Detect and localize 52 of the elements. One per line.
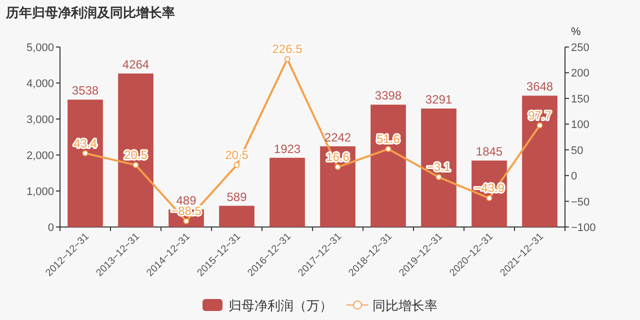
y2-axis-title: % [571,26,581,38]
bar [270,158,305,227]
point [486,195,492,202]
data-label: 489 [176,193,197,208]
y-tick-label: 4,000 [26,78,54,90]
y2-tick-label: −100 [571,222,596,234]
y2-tick-label: 250 [571,42,590,54]
y-tick-label: 0 [48,222,54,234]
bar [370,104,406,227]
data-label: 226.5 [272,42,303,56]
data-label: 43.4 [74,136,98,150]
chart-title: 历年归母净利润及同比增长率 [5,5,175,20]
data-label: 1923 [274,142,301,156]
data-label: 4264 [122,57,150,72]
point [234,162,240,168]
point [183,218,190,224]
point [536,122,543,128]
data-label: 589 [226,190,248,204]
y2-tick-label: −50 [571,196,590,208]
data-label: 51.6 [376,132,400,146]
data-label: 3538 [72,84,99,98]
point [334,164,341,170]
y-tick-label: 1,000 [26,186,54,198]
data-label: 97.7 [528,108,552,122]
legend-label: 归母净利润（万） [228,298,332,313]
bar [421,108,456,227]
y2-tick-label: 0 [571,170,578,183]
y2-tick-label: 50 [571,144,584,157]
data-label: −3.1 [426,160,451,174]
data-label: 2242 [324,130,352,144]
y-tick-label: 5,000 [26,42,54,54]
point [284,56,290,62]
point [82,150,88,156]
y2-tick-label: 150 [571,93,590,106]
y-tick-label: 3,000 [26,114,54,126]
data-label: 20.5 [124,148,148,162]
y2-tick-label: 200 [571,68,590,80]
point [132,162,139,168]
point [436,174,442,180]
legend-label: 同比增长率 [372,298,438,313]
bar [118,73,154,227]
data-label: 3291 [425,92,452,107]
point [385,146,392,152]
bar [219,206,254,227]
bar [320,146,356,227]
y-tick-label: 2,000 [26,150,54,162]
y2-tick-label: 100 [571,119,590,132]
bar [522,96,558,227]
data-label: 3648 [526,80,554,94]
bar [68,100,103,227]
data-label: 3398 [374,88,402,103]
data-label: 1845 [476,144,503,159]
